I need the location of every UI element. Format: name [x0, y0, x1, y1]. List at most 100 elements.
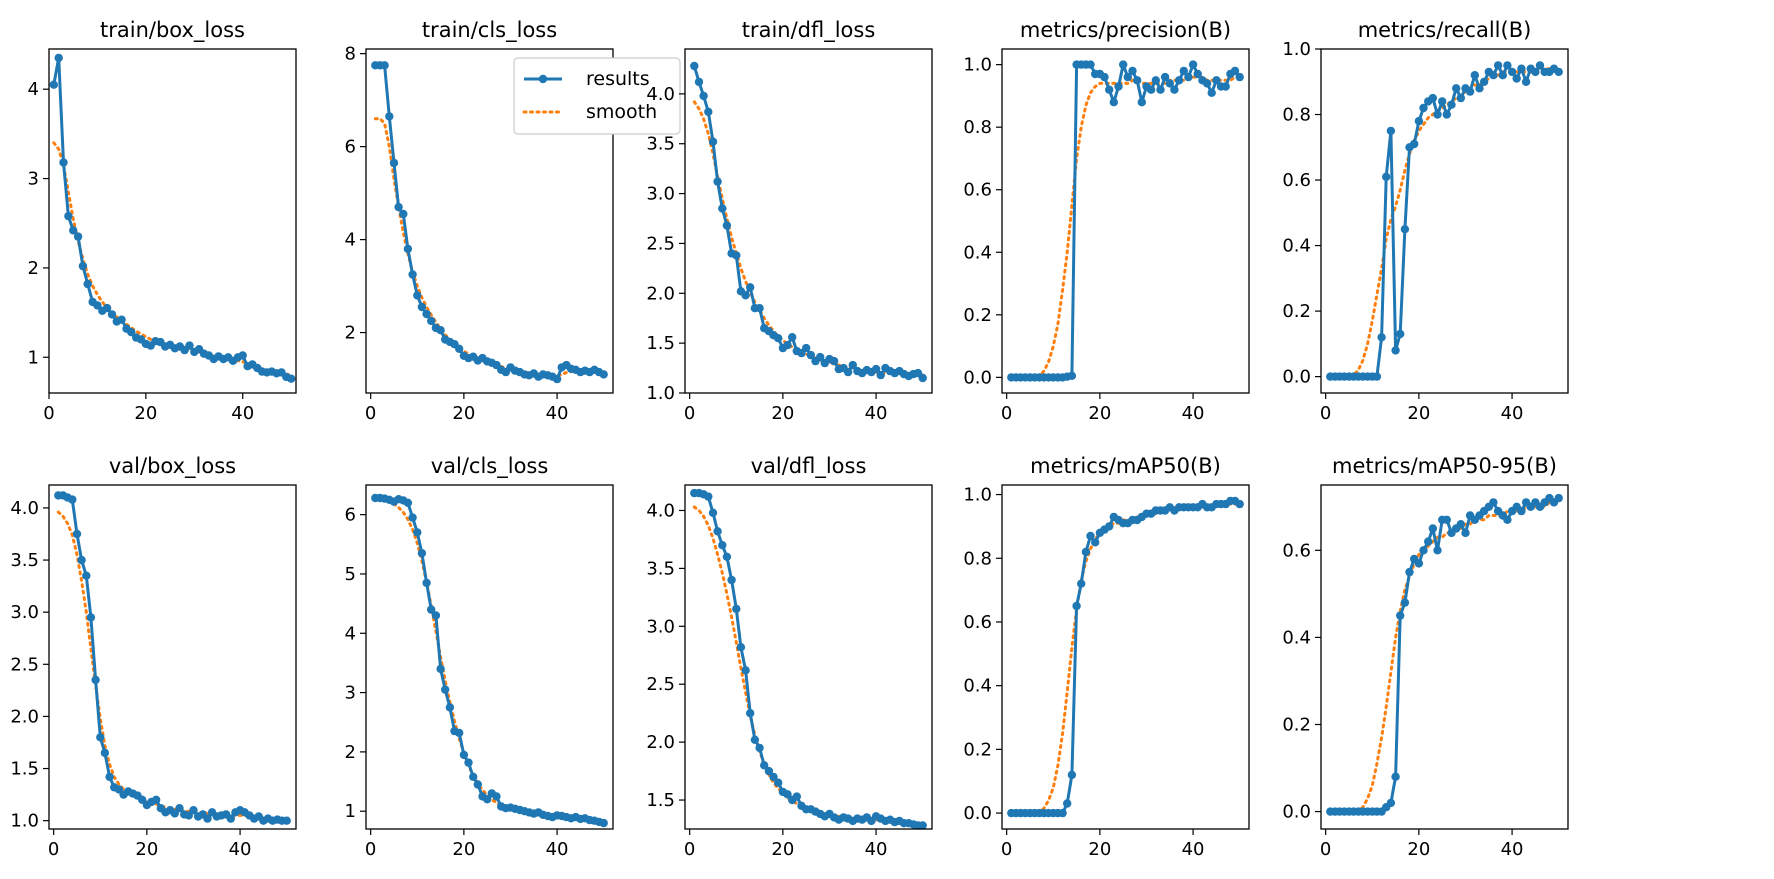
x-tick-label: 20	[452, 839, 475, 860]
x-tick-label: 40	[1501, 839, 1524, 860]
x-tick-label: 40	[1501, 403, 1524, 424]
data-point	[102, 303, 112, 313]
axes-frame	[1320, 484, 1569, 830]
data-point	[1414, 116, 1424, 126]
x-tick-label: 40	[546, 403, 569, 424]
subplot-title: train/dfl_loss	[742, 18, 876, 43]
data-point	[1119, 60, 1128, 69]
data-point	[1521, 77, 1531, 87]
data-point	[431, 611, 441, 620]
legend-box	[513, 57, 681, 135]
y-tick-label: 0.0	[963, 367, 992, 388]
data-point	[1086, 531, 1095, 541]
y-tick-label: 2.0	[10, 706, 39, 727]
data-point	[694, 77, 704, 87]
data-point	[1396, 329, 1405, 339]
data-point	[1207, 88, 1216, 98]
data-point	[1235, 72, 1244, 82]
data-point	[732, 604, 741, 614]
x-tick-label: 20	[135, 839, 158, 860]
subplot-title: val/dfl_loss	[751, 454, 867, 479]
data-point	[1067, 770, 1077, 780]
axes-frame	[48, 48, 297, 394]
data-point	[599, 370, 608, 379]
data-point	[469, 772, 478, 781]
data-point	[389, 158, 399, 168]
y-tick-label: 3.5	[646, 558, 675, 579]
y-tick-label: 3.0	[646, 616, 675, 637]
data-point	[708, 508, 718, 517]
y-tick-label: 3	[345, 683, 356, 704]
x-tick-label: 0	[365, 403, 376, 424]
data-point	[1433, 546, 1442, 555]
x-tick-label: 40	[231, 403, 254, 424]
subplot-train-box-loss: train/box_loss 0 20 40 1 2 3 4	[28, 18, 297, 424]
y-tick-label: 2.0	[646, 283, 675, 304]
y-tick-label: 0.0	[1282, 802, 1311, 823]
data-point	[764, 766, 774, 776]
data-point	[408, 513, 417, 522]
y-tick-label: 4.0	[646, 500, 675, 521]
data-point	[380, 61, 389, 70]
data-point	[49, 80, 58, 89]
data-point	[127, 328, 136, 337]
data-point	[755, 743, 764, 753]
subplot-train-dfl-loss: train/dfl_loss 0 20 40 1.0 1.5 2.0 2.5 3.0 3.5 4.0	[646, 18, 933, 424]
data-point	[699, 91, 708, 101]
data-point	[755, 304, 764, 313]
data-point	[1133, 76, 1142, 85]
data-point	[708, 137, 718, 146]
data-point	[152, 795, 161, 804]
data-point	[78, 261, 88, 271]
y-tick-label: 0.6	[1282, 540, 1311, 561]
data-point	[1100, 72, 1109, 82]
data-point	[436, 664, 445, 674]
data-point	[1503, 61, 1512, 70]
data-point	[1442, 515, 1452, 524]
data-point	[417, 302, 427, 312]
y-tick-label: 4	[345, 230, 356, 251]
y-tick-label: 1.0	[646, 383, 675, 404]
data-point	[422, 578, 431, 588]
data-point	[736, 643, 746, 652]
data-point	[107, 310, 117, 319]
subplot-title: metrics/mAP50(B)	[1030, 454, 1221, 478]
y-tick-label: 2.0	[646, 732, 675, 753]
y-tick-label: 0.0	[1282, 367, 1311, 388]
data-point	[918, 821, 927, 830]
x-tick-label: 0	[1320, 403, 1331, 424]
subplot-title: val/box_loss	[109, 454, 236, 479]
data-point	[1517, 506, 1526, 516]
data-point	[413, 528, 422, 537]
subplot-metrics-map50-b-: metrics/mAP50(B) 0 20 40 0.0 0.2 0.4 0.6 0.8 1.0	[963, 454, 1250, 860]
data-point	[492, 792, 501, 801]
data-point	[552, 374, 562, 384]
data-point	[1193, 69, 1202, 79]
y-tick-label: 0.6	[1282, 170, 1311, 191]
x-tick-label: 40	[546, 839, 569, 860]
data-point	[399, 209, 408, 219]
subplot-title: train/cls_loss	[422, 18, 557, 43]
x-tick-label: 20	[771, 403, 794, 424]
x-tick-label: 20	[452, 403, 475, 424]
data-point	[848, 360, 857, 370]
y-tick-label: 3.0	[646, 184, 675, 205]
data-point	[1063, 799, 1072, 808]
data-point	[91, 675, 100, 685]
y-tick-label: 5	[345, 564, 356, 585]
subplot-title: metrics/mAP50-95(B)	[1332, 454, 1557, 478]
legend-label-smooth: smooth	[586, 101, 657, 123]
x-tick-label: 0	[684, 403, 695, 424]
data-point	[1428, 93, 1438, 103]
data-point	[1174, 76, 1184, 85]
y-tick-label: 3.5	[10, 550, 39, 571]
data-point	[1475, 84, 1484, 93]
axes-frame	[365, 48, 614, 394]
data-point	[64, 211, 73, 221]
y-tick-label: 6	[345, 137, 356, 158]
data-point	[394, 202, 403, 212]
data-point	[1377, 333, 1386, 342]
data-point	[1489, 498, 1498, 507]
data-point	[713, 177, 722, 186]
